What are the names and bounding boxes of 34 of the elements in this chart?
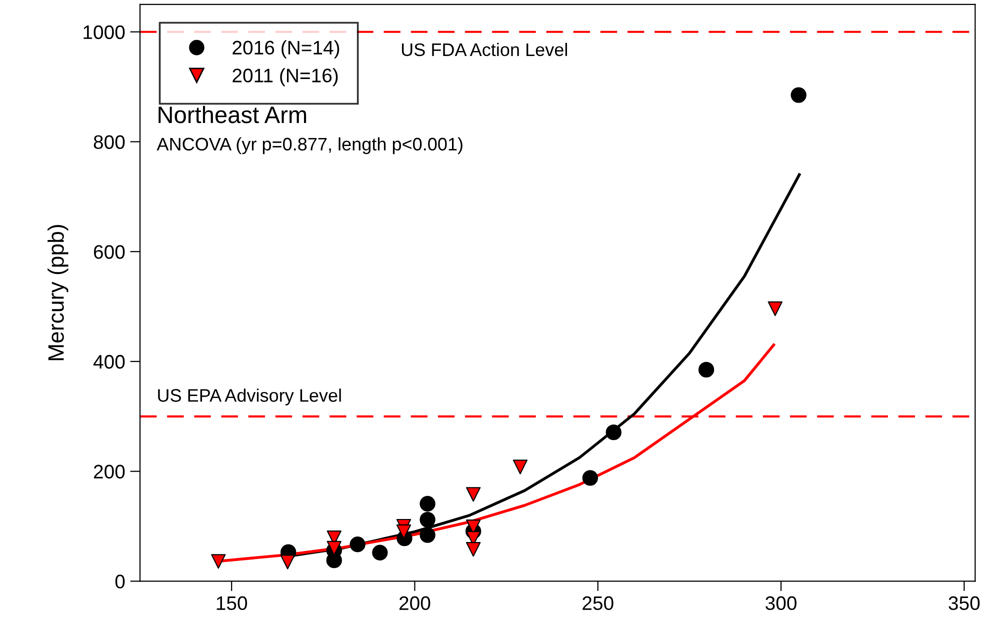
point	[420, 512, 436, 528]
point	[280, 554, 295, 570]
legend-label: 2016 (N=14)	[232, 40, 340, 58]
x-tick-label: 300	[766, 596, 796, 610]
y-tick-label: 400	[93, 354, 125, 369]
y-axis-title: Mercury (ppb)	[48, 225, 68, 360]
y-tick-label: 800	[94, 135, 125, 149]
point	[350, 536, 366, 552]
x-tick-label: 200	[399, 596, 430, 610]
point	[790, 87, 806, 103]
y-tick-label: 600	[94, 245, 125, 259]
ref-line-label: US EPA Advisory Level	[158, 388, 341, 406]
y-tick-label: 1000	[84, 25, 125, 40]
y-tick-label: 200	[94, 464, 125, 479]
point	[211, 554, 226, 569]
x-tick-label: 150	[216, 596, 248, 610]
point	[466, 487, 481, 502]
point	[512, 460, 528, 474]
point	[372, 544, 388, 560]
annotation: Northeast Arm	[158, 106, 306, 124]
point	[698, 362, 714, 378]
point	[420, 527, 436, 543]
y-tick-label: 0	[115, 574, 125, 588]
point	[768, 301, 782, 316]
annotation: ANCOVA (yr p=0.877, length p<0.001)	[156, 137, 462, 154]
x-tick-label: 350	[948, 596, 980, 610]
ref-line-label: US FDA Action Level	[402, 42, 567, 56]
point	[466, 542, 481, 557]
x-tick-label: 250	[582, 596, 614, 610]
point	[606, 424, 622, 440]
point	[396, 524, 412, 540]
point	[420, 496, 436, 512]
legend-label: 2011 (N=16)	[232, 68, 338, 86]
point	[582, 470, 598, 486]
